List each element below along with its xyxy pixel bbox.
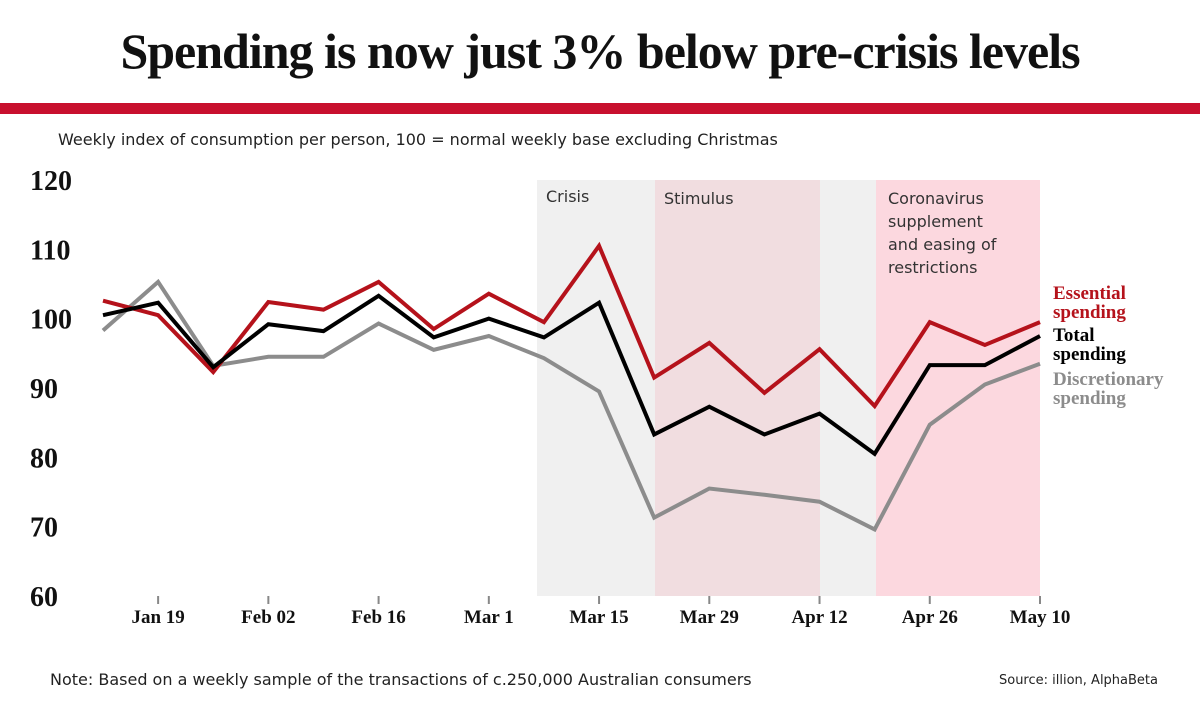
annotation: Coronavirus supplement and easing of res… bbox=[888, 189, 997, 277]
legend-entry: Total spending bbox=[1053, 325, 1126, 365]
period-shade bbox=[876, 180, 1040, 596]
note: Note: Based on a weekly sample of the tr… bbox=[50, 670, 752, 689]
y-tick-label: 100 bbox=[30, 305, 72, 336]
annotation: Stimulus bbox=[664, 189, 734, 208]
x-tick-label: Apr 12 bbox=[791, 607, 847, 628]
y-tick-label: 90 bbox=[30, 374, 58, 405]
subtitle: Weekly index of consumption per person, … bbox=[58, 130, 778, 149]
series-line bbox=[102, 293, 1041, 457]
y-tick-label: 110 bbox=[30, 235, 70, 266]
source: Source: illion, AlphaBeta bbox=[998, 673, 1158, 688]
x-tick-label: Feb 16 bbox=[351, 607, 405, 628]
x-tick-label: Mar 15 bbox=[569, 607, 628, 628]
annotation: Crisis bbox=[546, 187, 590, 206]
x-tick-label: Feb 02 bbox=[241, 607, 295, 628]
y-tick-label: 70 bbox=[30, 513, 58, 544]
period-shade bbox=[655, 180, 820, 596]
y-tick-label: 80 bbox=[30, 443, 58, 474]
title-rule bbox=[0, 103, 1200, 114]
series-line bbox=[101, 278, 1041, 533]
period-shade bbox=[820, 180, 876, 596]
y-tick-label: 120 bbox=[30, 166, 72, 197]
series-line bbox=[102, 241, 1041, 410]
y-tick-label: 60 bbox=[30, 582, 58, 613]
x-tick-label: Apr 26 bbox=[902, 607, 958, 628]
x-tick-label: Mar 29 bbox=[680, 607, 739, 628]
x-tick-label: May 10 bbox=[1010, 607, 1071, 628]
x-tick-label: Jan 19 bbox=[131, 607, 184, 628]
chart-title: Spending is now just 3% below pre-crisis… bbox=[120, 23, 1080, 79]
legend-entry: Discretionary spending bbox=[1053, 369, 1164, 409]
legend-entry: Essential spending bbox=[1053, 283, 1126, 323]
x-tick-label: Mar 1 bbox=[464, 607, 514, 628]
